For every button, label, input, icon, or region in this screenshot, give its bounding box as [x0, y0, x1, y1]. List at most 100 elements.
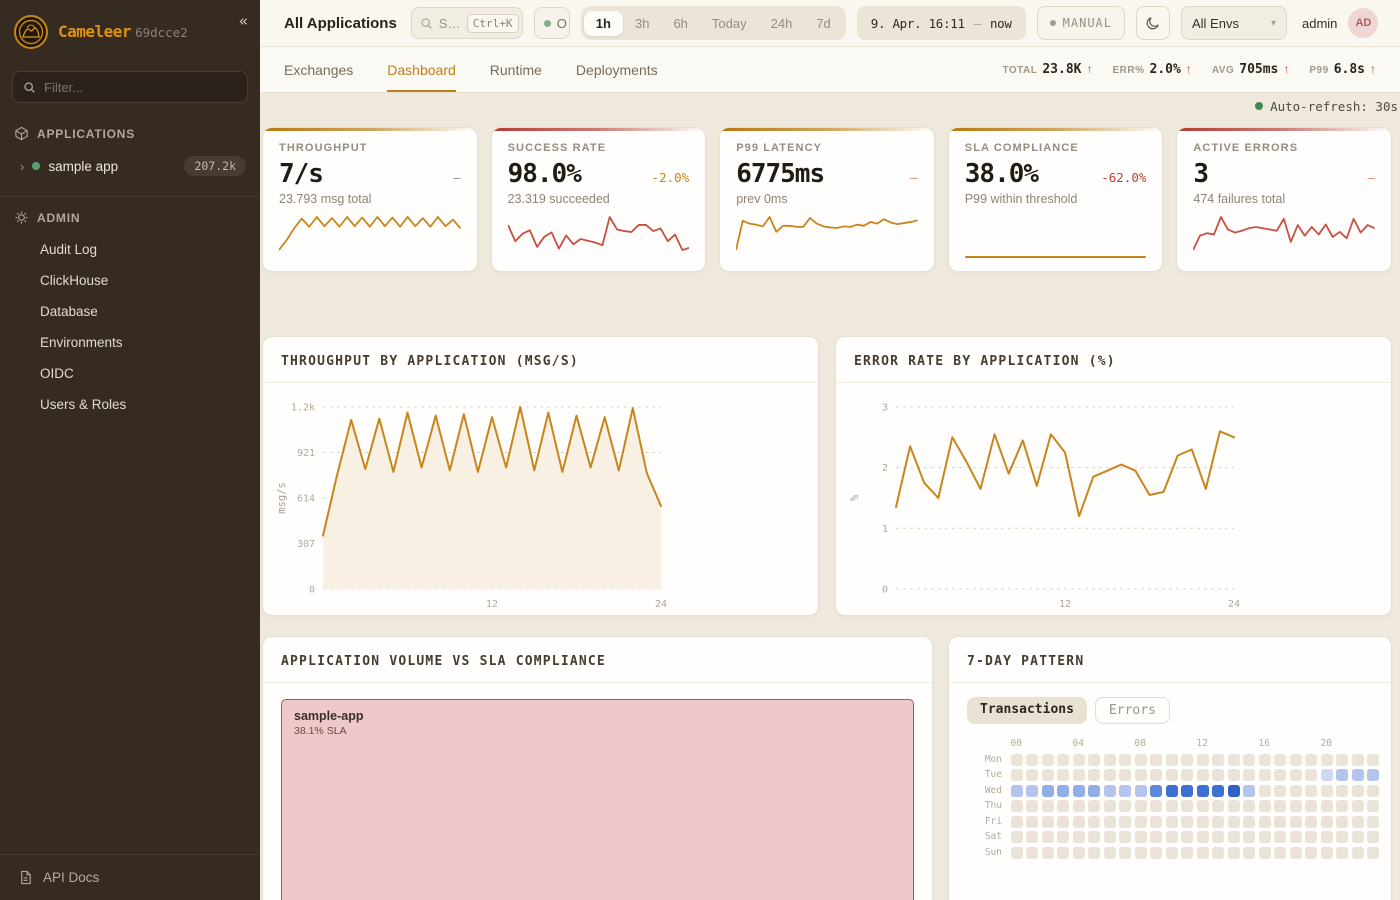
- heatmap-cell: [1010, 784, 1023, 797]
- heatmap-cell: [1336, 800, 1348, 812]
- stat-total: TOTAL 23.8K ↑: [1002, 62, 1093, 77]
- heatmap-cell: [1212, 784, 1224, 797]
- kpi-card-active-errors: ACTIVE ERRORS 3 – 474 failures total: [1176, 127, 1392, 272]
- svg-text:1: 1: [882, 524, 888, 535]
- sidebar-filter[interactable]: [12, 71, 248, 103]
- time-range-3h[interactable]: 3h: [634, 15, 650, 31]
- chart-title: ERROR RATE BY APPLICATION (%): [854, 354, 1116, 369]
- heatmap-cell: [1057, 784, 1069, 797]
- search-input[interactable]: [438, 15, 461, 31]
- treemap-tile-name: sample-app: [294, 709, 364, 723]
- heatmap-cell: [1119, 784, 1131, 797]
- manual-refresh-button[interactable]: MANUAL: [1036, 6, 1125, 40]
- time-range-6h[interactable]: 6h: [673, 15, 688, 31]
- heatmap-cell: [1181, 784, 1193, 797]
- sidebar-item-environments[interactable]: Environments: [40, 335, 123, 350]
- sidebar-item-users-roles[interactable]: Users & Roles: [40, 397, 127, 412]
- arrow-up-icon: ↑: [1283, 62, 1290, 76]
- heatmap-cell: [1150, 800, 1162, 812]
- tab-exchanges[interactable]: Exchanges: [284, 61, 354, 78]
- pattern-tab-errors[interactable]: Errors: [1094, 697, 1170, 724]
- sidebar-item-sample-app[interactable]: › sample app 207.2k: [0, 150, 260, 182]
- moon-icon: [1145, 15, 1161, 31]
- env-select[interactable]: All Envs ▾: [1181, 6, 1287, 40]
- heatmap-cell: [1351, 815, 1364, 828]
- throughput-chart-card: THROUGHPUT BY APPLICATION (MSG/S) 0 307 61…: [262, 336, 819, 616]
- heatmap-cell: [1258, 769, 1271, 781]
- heatmap-cell: [1367, 800, 1379, 812]
- heatmap-cell: [1041, 800, 1054, 812]
- heatmap-cell: [1010, 800, 1023, 812]
- sidebar-item-audit-log[interactable]: Audit Log: [40, 242, 98, 257]
- time-range-1h[interactable]: 1h: [583, 10, 623, 36]
- sidebar-collapse-icon[interactable]: «: [238, 12, 248, 30]
- heatmap-cell: [1243, 753, 1255, 766]
- heatmap-cell: [1150, 846, 1162, 859]
- api-docs-link[interactable]: API Docs: [0, 854, 260, 900]
- heatmap-cell: [1367, 815, 1379, 828]
- filter-input[interactable]: [44, 79, 237, 95]
- api-docs-label: API Docs: [43, 870, 100, 885]
- kpi-row: THROUGHPUT 7/s – 23.793 msg total SUCCES…: [262, 127, 1392, 272]
- sidebar-item-database[interactable]: Database: [40, 304, 98, 319]
- heatmap-cell: [1320, 784, 1333, 797]
- tab-deployments[interactable]: Deployments: [575, 61, 658, 78]
- heatmap-cell: [1072, 846, 1085, 859]
- treemap-tile-sample-app[interactable]: sample-app 38.1% SLA: [281, 699, 914, 900]
- arrow-up-icon: ↑: [1370, 62, 1376, 76]
- time-range-24h[interactable]: 24h: [770, 15, 793, 31]
- heatmap-cell: [1305, 846, 1317, 859]
- pattern-body: Transactions Errors 00 04 08 12 16 20 Mon Tue We…: [949, 683, 1391, 873]
- chevron-right-icon[interactable]: ›: [20, 158, 25, 174]
- time-range-7d[interactable]: 7d: [816, 15, 831, 31]
- heatmap-cell: [1057, 769, 1069, 781]
- kpi-delta: –: [910, 170, 918, 185]
- sidebar-divider: [0, 196, 260, 197]
- heatmap-cell: [1305, 831, 1317, 843]
- global-search[interactable]: Ctrl+K: [410, 7, 523, 39]
- summary-stats: TOTAL 23.8K ↑ ERR% 2.0% ↑ AVG 705ms ↑ P9…: [1002, 47, 1376, 92]
- date-range-picker[interactable]: 9. Apr. 16:11 – now: [856, 6, 1026, 40]
- heatmap-cell: [1258, 815, 1271, 828]
- heatmap-cell: [1367, 784, 1379, 797]
- date-range-separator: –: [973, 15, 982, 31]
- kpi-delta: –: [1367, 170, 1375, 185]
- kpi-accent-bar: [491, 128, 706, 131]
- heatmap-cell: [1289, 784, 1302, 797]
- heatmap-cell: [1026, 784, 1038, 797]
- sidebar-item-oidc[interactable]: OIDC: [40, 366, 74, 381]
- tab-runtime[interactable]: Runtime: [489, 61, 542, 78]
- sparkline-chart: [736, 213, 918, 253]
- treemap-tile-sla: 38.1% SLA: [294, 725, 347, 737]
- heatmap-cell: [1041, 784, 1054, 797]
- kpi-accent-bar: [720, 128, 934, 131]
- stat-err: ERR% 2.0% ↑: [1112, 62, 1192, 77]
- avatar[interactable]: AD: [1348, 8, 1379, 38]
- heatmap-cell: [1243, 784, 1255, 797]
- heatmap-cell: [1212, 769, 1224, 781]
- kpi-subtitle: prev 0ms: [736, 192, 788, 206]
- kpi-subtitle: 474 failures total: [1193, 192, 1286, 206]
- manual-label: MANUAL: [1062, 16, 1112, 30]
- heatmap-cell: [1274, 815, 1286, 828]
- heatmap-cell: [1150, 831, 1162, 843]
- auto-refresh-label: Auto-refresh: 30s: [1270, 98, 1398, 114]
- heatmap-cell: [1258, 753, 1271, 766]
- heatmap-cell: [1320, 800, 1333, 812]
- heatmap-cell: [1289, 753, 1302, 766]
- heatmap-cell: [1320, 846, 1333, 859]
- dark-mode-toggle[interactable]: [1136, 6, 1170, 40]
- applications-section-header: APPLICATIONS: [0, 117, 260, 150]
- heatmap-cell: [1320, 769, 1333, 781]
- chevron-down-icon: ▾: [1270, 17, 1276, 29]
- time-range-today[interactable]: Today: [711, 15, 747, 31]
- sidebar-item-clickhouse[interactable]: ClickHouse: [40, 273, 109, 288]
- heatmap-cell: [1351, 846, 1364, 859]
- tab-dashboard[interactable]: Dashboard: [387, 47, 456, 92]
- heatmap-cell: [1227, 784, 1240, 797]
- pattern-tab-transactions[interactable]: Transactions: [967, 697, 1087, 724]
- heatmap-cell: [1041, 753, 1054, 766]
- svg-text:614: 614: [297, 494, 315, 505]
- heatmap-cell: [1165, 784, 1178, 797]
- heatmap-cell: [1212, 753, 1224, 766]
